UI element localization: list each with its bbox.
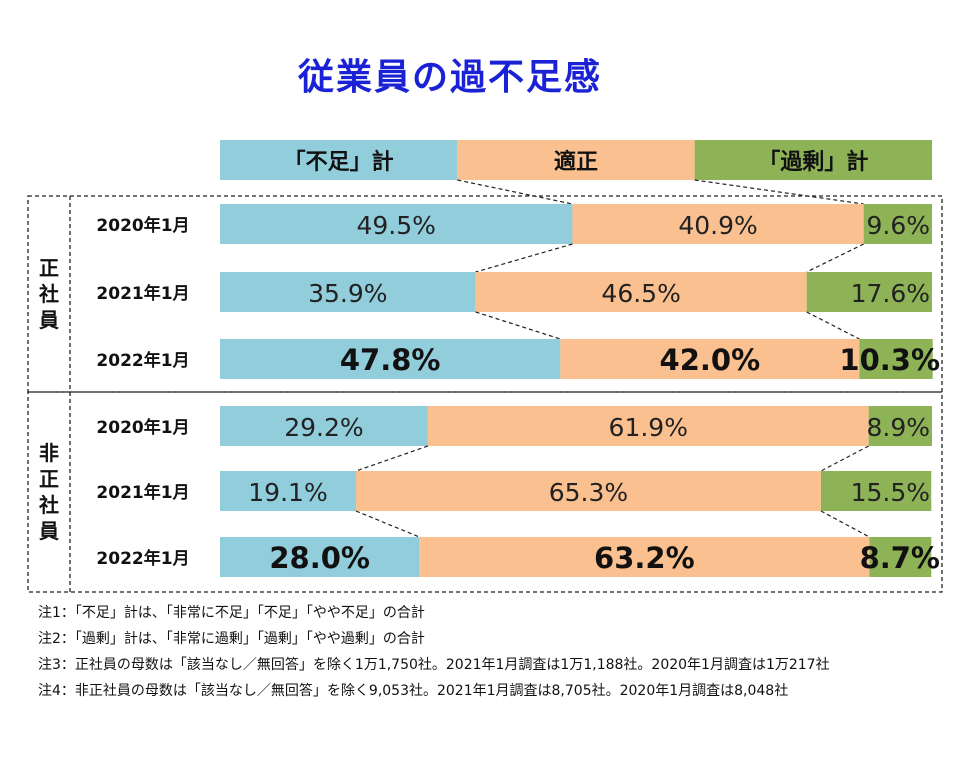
bar-segment	[220, 272, 476, 312]
group-box-1	[27, 391, 943, 593]
connector-line	[355, 510, 420, 538]
data-label: 49.5%	[357, 211, 436, 240]
bar-segment	[560, 339, 860, 379]
bar-segment	[869, 537, 932, 577]
data-label: 19.1%	[248, 478, 327, 507]
bar-segment	[427, 406, 869, 446]
data-label: 29.2%	[284, 413, 363, 442]
bar-segment	[220, 406, 428, 446]
bar-segment	[863, 204, 932, 244]
legend-swatch-1	[457, 140, 695, 180]
group-name-char: 非	[39, 441, 59, 465]
data-label: 65.3%	[549, 478, 628, 507]
bar-segment	[806, 272, 932, 312]
row-label: 2021年1月	[96, 283, 189, 304]
data-label: 10.3%	[839, 343, 940, 377]
group-name-char: 員	[38, 308, 59, 332]
data-label: 15.5%	[851, 478, 930, 507]
data-label: 35.9%	[308, 279, 387, 308]
legend-label-1: 適正	[554, 149, 598, 175]
data-label: 46.5%	[601, 279, 680, 308]
group-name-char: 正	[39, 467, 59, 491]
legend-label-0: 「不足」計	[284, 149, 394, 175]
group-name-char: 社	[38, 282, 59, 306]
connector-line	[457, 179, 573, 205]
bar-segment	[220, 204, 573, 244]
bar-segment	[859, 339, 933, 379]
data-label: 8.7%	[860, 541, 940, 575]
data-label: 42.0%	[660, 343, 761, 377]
row-label: 2020年1月	[96, 417, 189, 438]
data-label: 17.6%	[851, 279, 930, 308]
group-box-0	[27, 195, 943, 393]
group-name-char: 社	[38, 493, 59, 517]
legend-swatch-0	[220, 140, 458, 180]
bar-segment	[355, 471, 821, 511]
footnote-1: 注1：「不足」計は、「非常に不足」「不足」「やや不足」の合計	[38, 605, 425, 621]
legend-label-2: 「過剰」計	[758, 149, 868, 175]
connector-line	[820, 510, 870, 538]
connector-line	[820, 445, 869, 472]
data-label: 40.9%	[678, 211, 757, 240]
footnote-2: 注2：「過剰」計は、「非常に過剰」「過剰」「やや過剰」の合計	[38, 631, 425, 647]
bar-segment	[220, 537, 420, 577]
data-label: 9.6%	[866, 211, 930, 240]
connector-line	[806, 243, 864, 273]
bar-segment	[868, 406, 932, 446]
data-label: 63.2%	[594, 541, 695, 575]
data-label: 28.0%	[269, 541, 370, 575]
connector-line	[694, 179, 864, 205]
footnote-4: 注4：非正社員の母数は「該当なし／無回答」を除く9,053社。2021年1月調査…	[38, 683, 789, 699]
bar-segment	[475, 272, 807, 312]
connector-line	[355, 445, 429, 472]
bar-segment	[220, 471, 356, 511]
connector-line	[806, 311, 860, 340]
bar-segment	[419, 537, 870, 577]
data-label: 47.8%	[340, 343, 441, 377]
chart-title: 従業員の過不足感	[297, 57, 602, 98]
row-label: 2022年1月	[96, 350, 189, 371]
bar-segment	[220, 339, 561, 379]
connector-line	[475, 311, 561, 340]
row-label: 2022年1月	[96, 548, 189, 569]
connector-line	[475, 243, 573, 273]
data-label: 61.9%	[609, 413, 688, 442]
row-label: 2020年1月	[96, 215, 189, 236]
data-label: 8.9%	[866, 413, 930, 442]
row-label: 2021年1月	[96, 482, 189, 503]
bar-segment	[572, 204, 864, 244]
bar-segment	[820, 471, 932, 511]
footnotes: 注1：「不足」計は、「非常に不足」「不足」「やや不足」の合計 注2：「過剰」計は…	[38, 600, 968, 704]
footnote-3: 注3：正社員の母数は「該当なし／無回答」を除く1万1,750社。2021年1月調…	[38, 657, 830, 673]
group-name-char: 正	[39, 256, 59, 280]
group-name-char: 員	[38, 519, 59, 543]
legend-swatch-2	[694, 140, 932, 180]
